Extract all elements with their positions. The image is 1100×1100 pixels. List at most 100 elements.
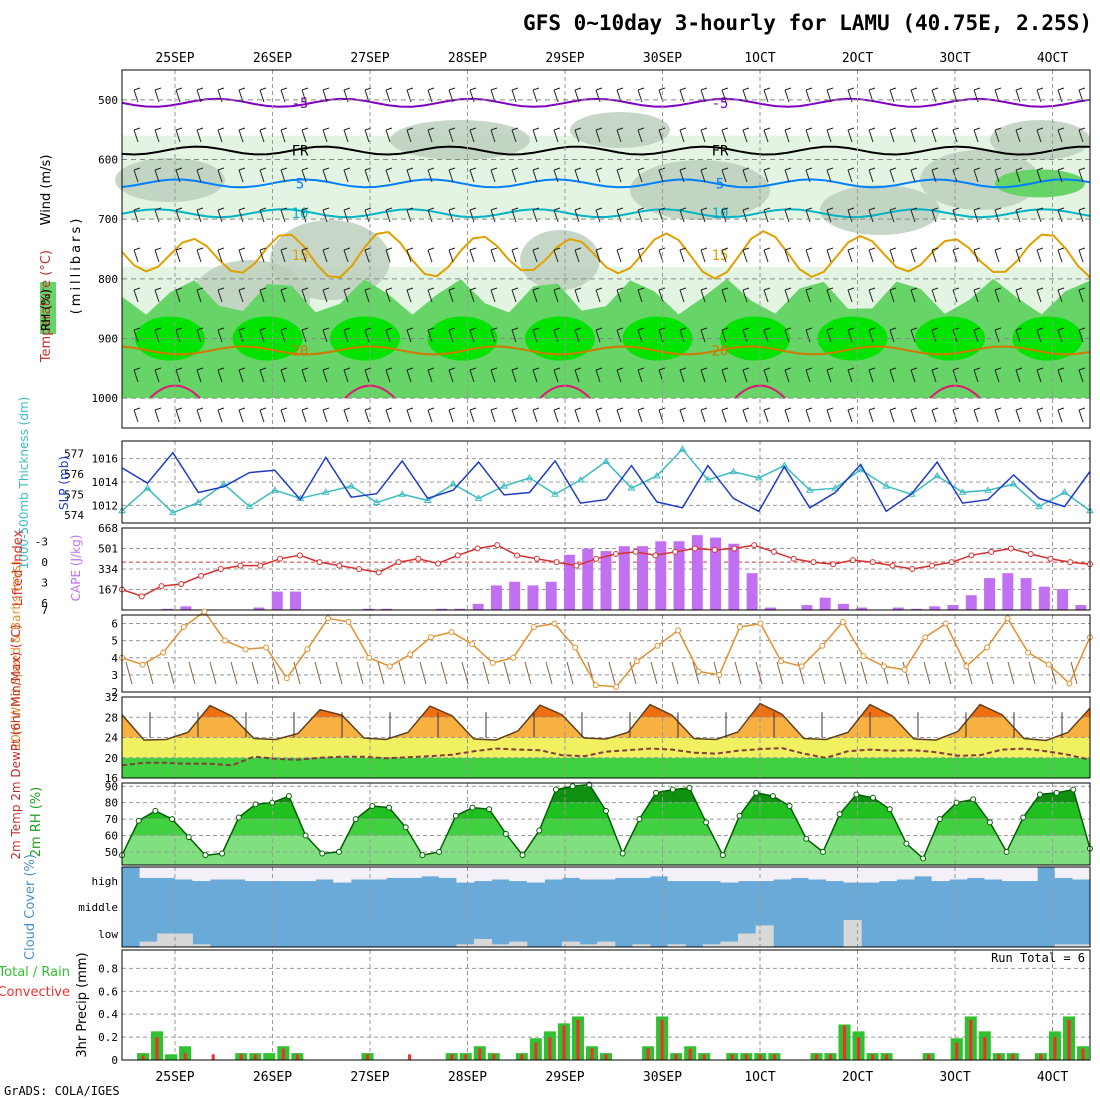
rh-blob-grey	[920, 150, 1040, 210]
wind-barb	[616, 249, 622, 263]
wind-barb	[805, 209, 811, 223]
slp-tick: 1014	[92, 476, 119, 489]
wind-barb	[427, 369, 433, 383]
wind-barb-flag	[343, 327, 351, 331]
wind-barb-flag	[133, 407, 141, 411]
precip-conv-bar	[562, 1025, 566, 1060]
precip-tick: 0.8	[98, 962, 118, 975]
cape-bar	[710, 537, 722, 610]
wind-barb	[805, 249, 811, 263]
wind-barb	[343, 289, 349, 303]
wind-barb	[154, 129, 160, 143]
wind-barb-flag	[280, 327, 288, 331]
wind-barb	[700, 249, 706, 263]
precip-conv-bar	[688, 1048, 692, 1060]
wind-barb	[721, 129, 727, 143]
wind-barb	[595, 409, 601, 423]
wind-speed-line-point	[386, 663, 393, 670]
wind-barb-flag	[952, 287, 960, 291]
rh-line-point	[753, 789, 760, 796]
thickness-line-point	[372, 498, 381, 505]
wind-barb-flag	[217, 367, 225, 371]
cloud-high-bar	[685, 867, 704, 882]
rh-line-point	[202, 852, 209, 859]
wind-barb	[1036, 329, 1042, 343]
panel-frame	[121, 69, 1091, 429]
wind-barb	[742, 409, 748, 423]
cape-bar	[563, 554, 575, 610]
wind-barb	[490, 409, 496, 423]
wind-barb	[637, 369, 643, 383]
wind-barb	[154, 369, 160, 383]
wind-barb	[385, 169, 391, 183]
cape-bar	[1057, 589, 1069, 610]
wind-barb	[994, 289, 1000, 303]
cloud-high-bar	[614, 867, 633, 878]
wind-barb	[742, 329, 748, 343]
cloud-high-bar	[878, 867, 897, 882]
temp-band	[122, 757, 1090, 778]
wind-speed-line	[121, 610, 1091, 688]
wind-barb-flag	[658, 87, 666, 91]
wind-barb	[511, 409, 517, 423]
wind-barb	[805, 289, 811, 303]
wind-barb-flag	[742, 87, 750, 91]
wind-tick: 3	[111, 669, 118, 682]
cape-bar	[618, 546, 630, 610]
li-bottom-tick: 7	[41, 604, 48, 617]
wind-barb-flag	[448, 207, 456, 211]
wind-speed-line-point	[1025, 649, 1032, 656]
wind-barb-flag	[889, 367, 897, 371]
wind-barb-flag	[175, 287, 183, 291]
wind-barb	[826, 289, 832, 303]
rh-line-point	[152, 807, 159, 814]
lifted-index-line-point	[356, 566, 363, 572]
precip-conv-bar	[281, 1048, 285, 1060]
wind-barb	[847, 169, 853, 183]
wind-barb-flag	[868, 327, 876, 331]
lifted-index-line-point	[474, 545, 481, 552]
wind-barb-flag	[805, 207, 813, 211]
precip-tick: 0.2	[98, 1031, 118, 1044]
wind-barb	[658, 169, 664, 183]
cloud-high-bar	[808, 867, 827, 880]
wind-barb-flag	[175, 407, 183, 411]
cloud-high-bar	[632, 867, 651, 878]
wind-barb	[511, 329, 517, 343]
date-label: 27SEP	[350, 1070, 389, 1085]
wind-barb	[805, 169, 811, 183]
wind-barb-flag	[1036, 407, 1044, 411]
wind-barb-flag	[322, 247, 330, 251]
thickness-line-point	[1009, 480, 1018, 487]
wind-barb-flag	[595, 407, 603, 411]
wind-barb-flag	[595, 287, 603, 291]
wind-barb-flag	[448, 127, 456, 131]
wind-barb-flag	[616, 327, 624, 331]
wind-barb-flag	[763, 367, 771, 371]
cape-bar	[509, 581, 521, 610]
wind-barb	[175, 329, 181, 343]
lifted-index-line-point	[257, 562, 264, 569]
wind-barb	[406, 209, 412, 223]
wind-barb-flag	[994, 87, 1002, 91]
cloud-high-bar	[1072, 867, 1091, 880]
thickness-line-point	[194, 498, 203, 505]
wind-speed-line-point	[839, 618, 846, 625]
wind-speed-line-point	[510, 654, 517, 661]
wind-barb	[154, 329, 160, 343]
wind-barb	[742, 249, 748, 263]
wind-barb	[1015, 329, 1021, 343]
wind-barb-flag	[763, 87, 771, 91]
cape-bar	[253, 607, 265, 610]
wind-barb	[448, 169, 454, 183]
wind-barb-flag	[1036, 247, 1044, 251]
lifted-index-line-point	[158, 583, 165, 590]
wind-barb-flag	[259, 407, 267, 411]
wind-barb-flag	[469, 207, 477, 211]
date-label: 29SEP	[545, 1070, 584, 1085]
cape-bar	[490, 585, 502, 610]
wind-barb	[322, 89, 328, 103]
wind-barb	[469, 249, 475, 263]
wind-barb-flag	[574, 207, 582, 211]
sfc-wind-barb	[377, 661, 385, 685]
